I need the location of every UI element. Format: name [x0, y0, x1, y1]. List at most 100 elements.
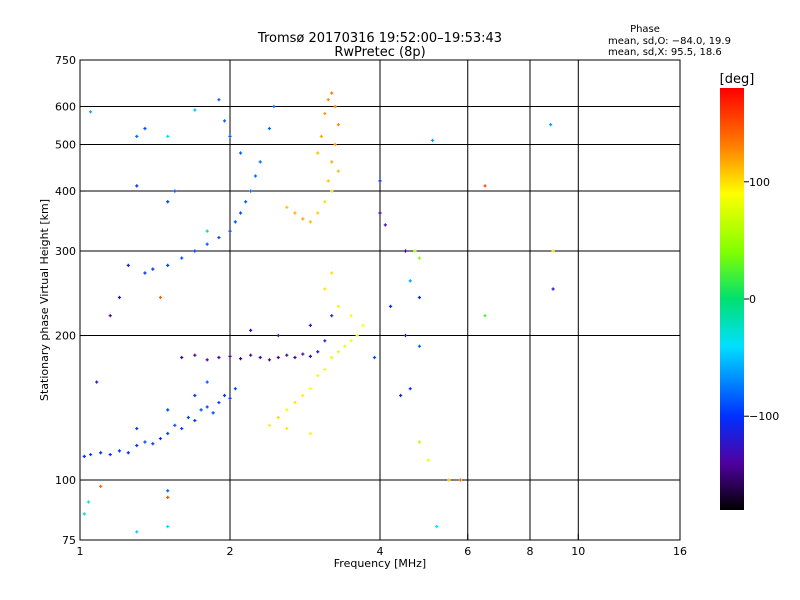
echo-point	[249, 353, 253, 357]
echo-point	[82, 454, 86, 459]
echo-point	[330, 189, 334, 193]
echo-point	[228, 134, 232, 138]
echo-point	[323, 287, 327, 291]
echo-point	[95, 380, 99, 384]
echo-point	[135, 184, 139, 188]
echo-point	[99, 451, 103, 455]
echo-point	[135, 443, 139, 448]
echo-point	[166, 408, 170, 412]
echo-point	[408, 387, 412, 391]
echo-point	[285, 353, 289, 357]
echo-point	[180, 426, 184, 431]
echo-point	[82, 512, 86, 516]
echo-point	[117, 295, 122, 300]
chart-title: Tromsø 20170316 19:52:00–19:53:43	[257, 31, 502, 46]
echo-point	[276, 415, 280, 420]
echo-point	[166, 495, 170, 500]
echo-point	[253, 174, 258, 178]
echo-point	[217, 355, 221, 360]
echo-point	[258, 355, 262, 360]
echo-point	[316, 350, 320, 354]
echo-point	[408, 279, 412, 283]
stats-line-o: mean, sd,O: −84.0, 19.9	[608, 36, 731, 47]
colorbar-tick-label: 0	[749, 293, 756, 306]
echo-point	[233, 387, 237, 391]
y-tick-label: 500	[55, 139, 76, 152]
echo-point	[447, 478, 451, 482]
echo-point	[193, 393, 197, 398]
echo-point	[166, 263, 170, 267]
echo-point	[166, 431, 170, 436]
y-axis-label: Stationary phase Virtual Height [km]	[38, 199, 51, 401]
echo-point	[336, 123, 340, 127]
echo-point	[551, 287, 555, 291]
echo-point	[308, 220, 313, 224]
echo-point	[372, 355, 377, 360]
colorbar-label: [deg]	[720, 72, 755, 87]
colorbar	[720, 88, 744, 510]
echo-point	[349, 314, 353, 318]
echo-point	[378, 211, 382, 215]
echo-point	[301, 352, 305, 356]
echo-point	[238, 357, 243, 361]
echo-point	[319, 134, 323, 138]
echo-point	[308, 354, 313, 358]
echo-point	[330, 355, 334, 360]
chart-subtitle: RwPretec (8p)	[334, 45, 425, 60]
echo-point	[293, 211, 297, 215]
echo-point	[205, 242, 209, 246]
stats-line-x: mean, sd,X: 95.5, 18.6	[608, 47, 722, 58]
echo-point	[135, 426, 139, 431]
echo-point	[193, 418, 197, 423]
echo-point	[249, 328, 253, 332]
echo-point	[180, 355, 184, 360]
echo-point	[272, 104, 276, 109]
x-tick-label: 2	[227, 545, 234, 558]
echo-point	[417, 295, 422, 300]
echo-point	[238, 211, 243, 215]
echo-point	[333, 104, 337, 109]
echo-point	[108, 314, 112, 318]
echo-point	[238, 151, 243, 155]
y-tick-label: 75	[62, 534, 76, 547]
echo-point	[333, 142, 337, 147]
echo-point	[166, 200, 170, 204]
echo-point	[222, 393, 227, 398]
echo-point	[158, 436, 163, 441]
echo-point	[301, 217, 305, 221]
x-tick-label: 16	[673, 545, 687, 558]
grid-lines	[80, 60, 680, 540]
echo-point	[399, 393, 403, 398]
echo-point	[330, 271, 334, 275]
echo-point	[417, 344, 422, 348]
echo-point	[308, 387, 313, 391]
echo-point	[285, 205, 289, 209]
colorbar-tick-label: −100	[749, 410, 779, 423]
echo-point	[435, 524, 439, 529]
echo-point	[205, 358, 209, 362]
echo-point	[458, 478, 463, 482]
colorbar-tick-label: 100	[749, 176, 770, 189]
echo-point	[267, 126, 272, 131]
echo-point	[403, 333, 408, 338]
echo-point	[323, 111, 327, 116]
x-tick-label: 8	[527, 545, 534, 558]
echo-point	[193, 108, 197, 112]
echo-point	[166, 134, 170, 138]
echo-point	[301, 393, 305, 398]
echo-point	[135, 134, 139, 138]
echo-point	[330, 160, 334, 164]
echo-point	[293, 400, 297, 405]
echo-point	[326, 98, 330, 102]
echo-point	[276, 333, 280, 338]
echo-point	[151, 267, 155, 271]
echo-point	[151, 442, 155, 446]
echo-point	[388, 304, 393, 308]
echo-point	[88, 452, 93, 457]
echo-point	[308, 323, 313, 327]
echo-point	[330, 91, 334, 95]
echo-point	[483, 314, 487, 318]
echo-point	[205, 229, 209, 233]
echo-point	[217, 98, 221, 102]
